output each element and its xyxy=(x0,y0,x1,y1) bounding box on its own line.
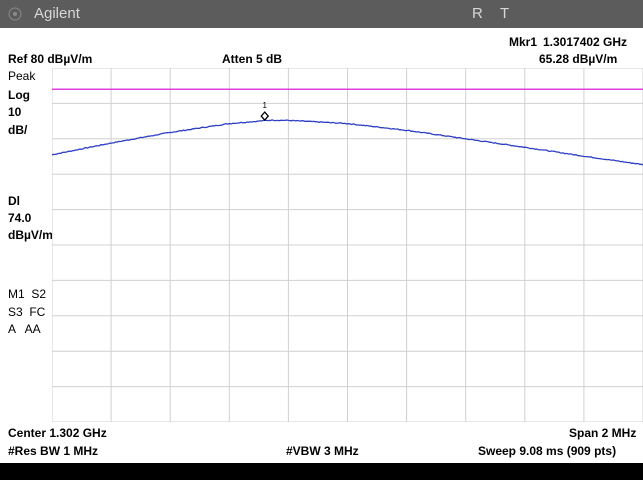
agilent-logo-icon xyxy=(8,7,22,21)
center-frequency: Center 1.302 GHz xyxy=(8,426,107,440)
trace-status-line2: S3 FC xyxy=(8,305,46,319)
brand-name: Agilent xyxy=(34,5,80,22)
marker-amplitude: 65.28 dBµV/m xyxy=(539,52,618,66)
spectrum-plot[interactable]: 1 xyxy=(52,68,643,422)
trigger-indicator: T xyxy=(500,5,510,22)
marker-label: Mkr1 xyxy=(509,35,538,49)
marker-diamond-icon xyxy=(260,111,270,122)
softkey-bar xyxy=(0,463,643,480)
marker-number: 1 xyxy=(263,101,268,110)
sweep-time: Sweep 9.08 ms (909 pts) xyxy=(478,444,617,458)
title-bar: Agilent R T xyxy=(0,0,643,28)
detector-mode: Peak xyxy=(8,69,36,83)
scale-unit: dB/ xyxy=(8,123,28,137)
trace-line xyxy=(52,119,643,166)
display-line-label: Dl xyxy=(8,194,20,208)
reference-level: Ref 80 dBµV/m xyxy=(8,52,93,66)
scale-type: Log xyxy=(8,88,30,102)
resolution-bandwidth: #Res BW 1 MHz xyxy=(8,444,99,458)
display-line-unit: dBµV/m xyxy=(8,228,53,242)
trace-status-line1: M1 S2 xyxy=(8,287,47,301)
marker-1: 1 xyxy=(260,101,270,122)
span: Span 2 MHz xyxy=(569,426,637,440)
trace-status-line3: A AA xyxy=(8,322,41,336)
plot-grid xyxy=(52,68,643,422)
scale-value: 10 xyxy=(8,105,22,119)
attenuation: Atten 5 dB xyxy=(222,52,282,66)
remote-indicator: R xyxy=(472,5,483,22)
marker-frequency: 1.3017402 GHz xyxy=(543,35,628,49)
display-line-value: 74.0 xyxy=(8,211,32,225)
video-bandwidth: #VBW 3 MHz xyxy=(286,444,359,458)
